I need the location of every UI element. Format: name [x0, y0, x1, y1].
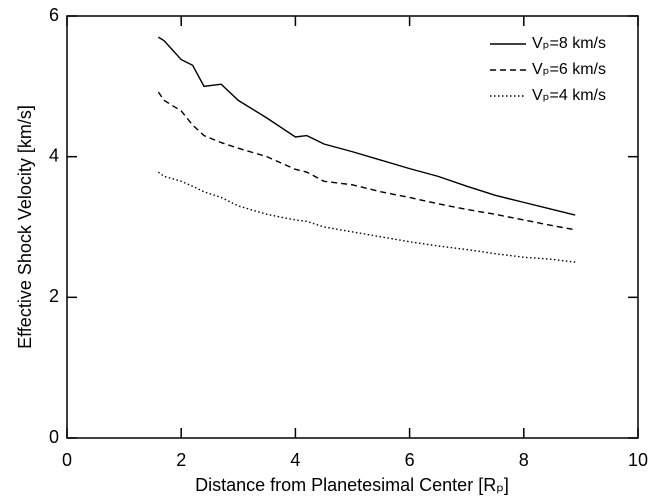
plot-frame [66, 15, 639, 439]
legend-label: Vₚ=6 km/s [532, 61, 606, 78]
series-line [157, 91, 576, 231]
legend-label: Vₚ=8 km/s [532, 35, 606, 52]
x-tick-label: 8 [519, 450, 529, 470]
y-tick-label: 6 [49, 5, 59, 25]
y-tick-label: 4 [49, 145, 59, 165]
x-tick-label: 4 [290, 450, 300, 470]
y-tick-label: 2 [49, 286, 59, 306]
series-line [157, 36, 576, 216]
legend-label: Vₚ=4 km/s [532, 87, 606, 104]
y-tick-label: 0 [49, 427, 59, 447]
x-tick-label: 10 [628, 450, 648, 470]
x-axis-label: Distance from Planetesimal Center [Rₚ] [195, 475, 509, 495]
y-axis-label: Effective Shock Velocity [km/s] [15, 105, 35, 349]
series-line [157, 171, 576, 263]
x-tick-label: 6 [405, 450, 415, 470]
x-tick-label: 2 [176, 450, 186, 470]
x-tick-label: 0 [62, 450, 72, 470]
